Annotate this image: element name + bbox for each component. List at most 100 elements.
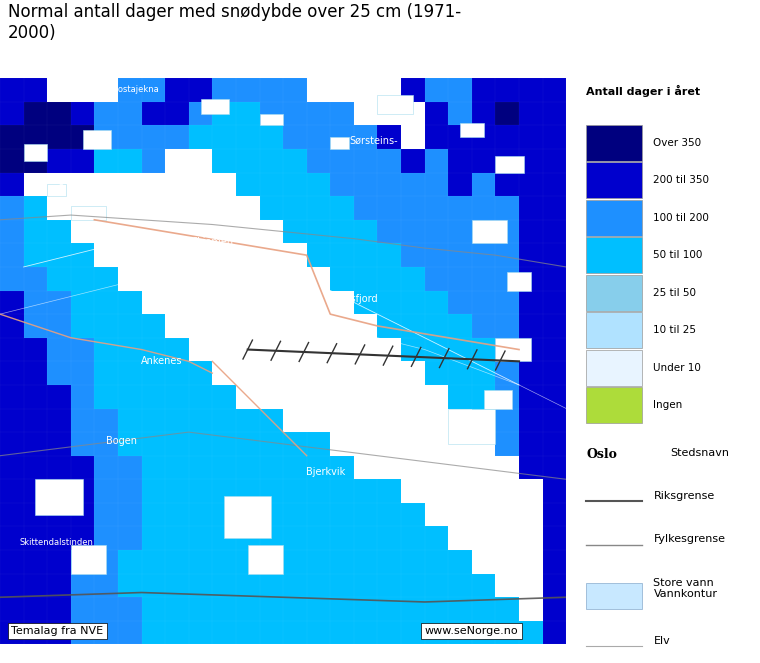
Bar bbox=[543, 455, 566, 479]
Bar bbox=[188, 597, 212, 621]
Text: Ankenes: Ankenes bbox=[141, 356, 182, 367]
Bar bbox=[165, 243, 188, 267]
Bar bbox=[496, 102, 519, 125]
Bar bbox=[0, 220, 24, 243]
Bar bbox=[472, 385, 496, 408]
Bar bbox=[94, 455, 118, 479]
Bar bbox=[307, 455, 331, 479]
FancyBboxPatch shape bbox=[587, 387, 642, 423]
Bar bbox=[331, 361, 354, 385]
Bar bbox=[472, 220, 496, 243]
Bar bbox=[425, 361, 448, 385]
Bar bbox=[425, 267, 448, 290]
Bar bbox=[448, 408, 472, 432]
Bar bbox=[47, 432, 71, 455]
Bar bbox=[165, 479, 188, 503]
Bar bbox=[165, 102, 188, 125]
Bar bbox=[378, 550, 401, 573]
Bar bbox=[212, 102, 236, 125]
Text: Fylkesgrense: Fylkesgrense bbox=[654, 534, 726, 544]
Bar bbox=[307, 408, 331, 432]
Bar bbox=[483, 390, 512, 408]
Bar bbox=[118, 149, 141, 172]
Bar bbox=[519, 102, 543, 125]
Bar bbox=[425, 597, 448, 621]
Bar bbox=[0, 314, 24, 337]
Bar bbox=[259, 621, 283, 644]
Bar bbox=[448, 526, 472, 550]
Bar bbox=[24, 432, 47, 455]
FancyBboxPatch shape bbox=[587, 350, 642, 386]
Bar bbox=[283, 125, 307, 149]
Bar bbox=[188, 220, 212, 243]
Bar bbox=[188, 172, 212, 196]
Bar bbox=[141, 220, 165, 243]
Text: Sørsteins-: Sørsteins- bbox=[350, 135, 398, 145]
Bar bbox=[141, 550, 165, 573]
Bar bbox=[94, 149, 118, 172]
Bar bbox=[236, 526, 259, 550]
Bar bbox=[259, 172, 283, 196]
Bar bbox=[401, 385, 425, 408]
Bar bbox=[496, 408, 519, 432]
Bar bbox=[425, 78, 448, 102]
Bar bbox=[71, 573, 94, 597]
Bar bbox=[519, 479, 543, 503]
Bar bbox=[331, 455, 354, 479]
Bar bbox=[0, 408, 24, 432]
Bar bbox=[188, 455, 212, 479]
Bar bbox=[331, 125, 354, 149]
Bar bbox=[71, 125, 94, 149]
Bar bbox=[94, 78, 118, 102]
Bar bbox=[94, 314, 118, 337]
Bar bbox=[47, 149, 71, 172]
Bar bbox=[496, 573, 519, 597]
Bar bbox=[94, 573, 118, 597]
Bar bbox=[0, 125, 24, 149]
Bar bbox=[47, 385, 71, 408]
Bar bbox=[188, 550, 212, 573]
Bar bbox=[212, 290, 236, 314]
Bar bbox=[118, 408, 141, 432]
Bar bbox=[378, 361, 401, 385]
Bar bbox=[24, 78, 47, 102]
Text: Over 350: Over 350 bbox=[654, 138, 701, 148]
Bar bbox=[307, 149, 331, 172]
Text: Skittendalstinden: Skittendalstinden bbox=[20, 538, 93, 547]
Bar bbox=[331, 137, 349, 149]
Bar bbox=[496, 479, 519, 503]
Bar bbox=[543, 385, 566, 408]
Bar bbox=[425, 526, 448, 550]
Bar bbox=[354, 125, 378, 149]
Bar bbox=[448, 149, 472, 172]
Bar bbox=[307, 220, 331, 243]
Bar bbox=[401, 243, 425, 267]
Bar bbox=[543, 597, 566, 621]
Bar bbox=[212, 196, 236, 220]
Bar bbox=[212, 385, 236, 408]
Bar bbox=[472, 479, 496, 503]
Bar bbox=[472, 621, 496, 644]
Bar bbox=[472, 550, 496, 573]
Bar bbox=[331, 196, 354, 220]
Bar bbox=[24, 314, 47, 337]
Bar bbox=[425, 550, 448, 573]
Bar bbox=[496, 220, 519, 243]
Bar bbox=[236, 597, 259, 621]
Bar bbox=[472, 290, 496, 314]
Bar bbox=[165, 432, 188, 455]
Bar bbox=[141, 243, 165, 267]
Bar bbox=[354, 337, 378, 361]
Bar bbox=[212, 243, 236, 267]
Bar bbox=[472, 573, 496, 597]
Bar bbox=[212, 526, 236, 550]
Bar bbox=[259, 526, 283, 550]
Bar bbox=[448, 361, 472, 385]
Bar bbox=[425, 455, 448, 479]
Bar bbox=[401, 550, 425, 573]
Bar bbox=[448, 408, 496, 444]
Bar bbox=[94, 290, 118, 314]
Bar bbox=[118, 526, 141, 550]
Bar bbox=[519, 550, 543, 573]
Bar bbox=[543, 573, 566, 597]
